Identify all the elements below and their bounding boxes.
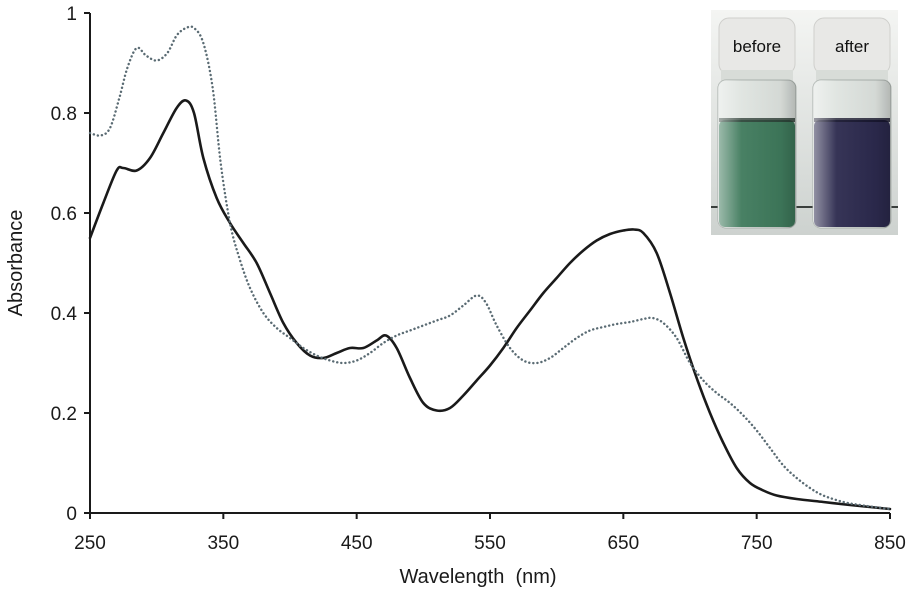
vial-after-label: after — [835, 37, 869, 56]
vial-before-label: before — [733, 37, 781, 56]
y-tick-label: 1 — [66, 4, 77, 25]
y-tick-label: 0.2 — [51, 404, 77, 425]
x-tick-label: 250 — [74, 533, 106, 554]
vial-before-neck — [721, 70, 793, 82]
vial-after-shine — [813, 80, 891, 228]
series-dotted-line — [88, 25, 892, 511]
x-tick-label: 750 — [741, 533, 773, 554]
series-layer — [88, 25, 892, 511]
x-tick-label: 650 — [607, 533, 639, 554]
x-tick-label: 350 — [207, 533, 239, 554]
x-tick-label: 450 — [341, 533, 373, 554]
y-tick-label: 0.4 — [51, 304, 78, 325]
x-ticks: 250 350 450 550 650 750 850 — [74, 513, 906, 554]
x-tick-label: 850 — [874, 533, 906, 554]
y-ticks: 0 0.2 0.4 0.6 0.8 1 — [51, 4, 90, 525]
vial-before-shine — [718, 80, 796, 228]
series-solid-line — [88, 99, 892, 511]
inset-bench-shadow — [711, 206, 898, 208]
x-tick-label: 550 — [474, 533, 506, 554]
inset-photo: before after — [711, 10, 898, 235]
vial-after-neck — [816, 70, 888, 82]
y-axis-title: Absorbance — [5, 210, 27, 317]
y-tick-label: 0.8 — [51, 104, 77, 125]
x-axis-title: Wavelength (nm) — [399, 566, 556, 588]
vial-after: after — [812, 17, 892, 229]
y-tick-label: 0 — [66, 504, 77, 525]
y-tick-label: 0.6 — [51, 204, 77, 225]
vial-before: before — [717, 17, 797, 229]
